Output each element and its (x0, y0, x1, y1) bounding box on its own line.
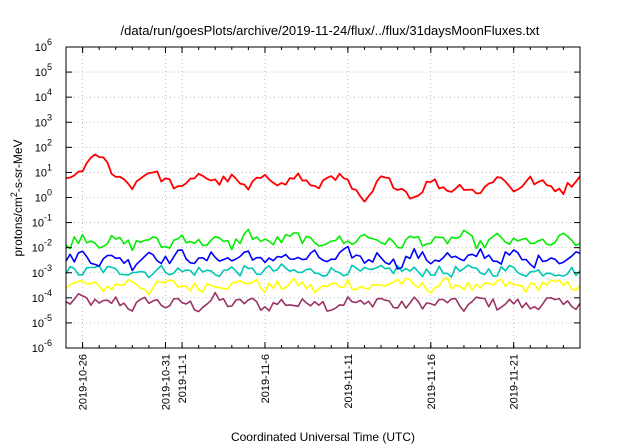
y-axis-label-suffix: -s-sr-MeV (11, 139, 25, 192)
y-tick-exponent: -3 (44, 263, 52, 273)
y-tick-base: 10 (32, 343, 44, 355)
series-line (65, 263, 581, 279)
x-axis-ticks: 2019-10-26 2019-10-31 2019-11-1 2019-11-6 20… (65, 47, 581, 410)
y-tick-exponent: -1 (44, 213, 52, 223)
y-axis-label-prefix: protons/cm (11, 197, 25, 256)
y-tick-exponent: -5 (44, 313, 52, 323)
x-tick-label: 2019-11-16 (426, 354, 438, 409)
y-tick-label: 10-5 (32, 313, 52, 330)
y-tick-label: 10-1 (32, 213, 52, 230)
y-tick-base: 10 (35, 167, 47, 179)
y-tick-exponent: -6 (44, 338, 52, 348)
x-axis-label: Coordinated Universal Time (UTC) (231, 430, 415, 444)
x-tick-label: 2019-11-21 (509, 354, 521, 409)
y-tick-exponent: 1 (47, 162, 52, 172)
series-line (65, 153, 581, 203)
y-tick-label: 101 (35, 162, 52, 179)
series-line (65, 228, 581, 252)
y-tick-base: 10 (32, 318, 44, 330)
y-axis-ticks: 10-610-510-410-310-210-11001011021031041… (32, 37, 580, 355)
y-tick-label: 103 (35, 112, 52, 129)
y-tick-label: 100 (35, 188, 52, 205)
y-tick-base: 10 (35, 42, 47, 54)
y-tick-base: 10 (35, 92, 47, 104)
y-tick-base: 10 (32, 218, 44, 230)
y-axis-label-superscript: 2 (9, 192, 19, 197)
y-tick-label: 106 (35, 37, 52, 54)
y-tick-base: 10 (35, 117, 47, 129)
grid-lines (66, 47, 580, 348)
y-tick-label: 10-4 (32, 288, 52, 305)
x-tick-label: 2019-11-6 (260, 354, 272, 403)
series-layer (65, 153, 581, 313)
series-line (65, 291, 581, 313)
y-tick-exponent: 3 (47, 112, 52, 122)
y-tick-exponent: 6 (47, 37, 52, 47)
y-tick-base: 10 (32, 293, 44, 305)
y-tick-label: 104 (35, 87, 52, 104)
y-axis-label: protons/cm2-s-sr-MeV (9, 139, 25, 256)
y-tick-base: 10 (32, 243, 44, 255)
y-tick-base: 10 (35, 67, 47, 79)
series-line (65, 245, 581, 272)
x-tick-label: 2019-11-1 (177, 354, 189, 403)
series-line (65, 276, 581, 296)
x-tick-label: 2019-10-26 (78, 354, 90, 410)
x-tick-label: 2019-10-31 (160, 354, 172, 410)
y-tick-exponent: -2 (44, 238, 52, 248)
y-tick-base: 10 (35, 142, 47, 154)
y-tick-exponent: 0 (47, 188, 52, 198)
y-tick-exponent: 4 (47, 87, 52, 97)
y-tick-label: 10-6 (32, 338, 52, 355)
y-tick-label: 102 (35, 137, 52, 154)
y-tick-label: 105 (35, 62, 52, 79)
y-tick-exponent: 2 (47, 137, 52, 147)
y-tick-base: 10 (32, 268, 44, 280)
y-tick-label: 10-3 (32, 263, 52, 280)
y-tick-label: 10-2 (32, 238, 52, 255)
y-tick-base: 10 (35, 193, 47, 205)
x-tick-label: 2019-11-11 (343, 354, 355, 409)
y-tick-exponent: 5 (47, 62, 52, 72)
y-tick-exponent: -4 (44, 288, 52, 298)
chart-title: /data/run/goesPlots/archive/2019-11-24/f… (121, 23, 540, 38)
